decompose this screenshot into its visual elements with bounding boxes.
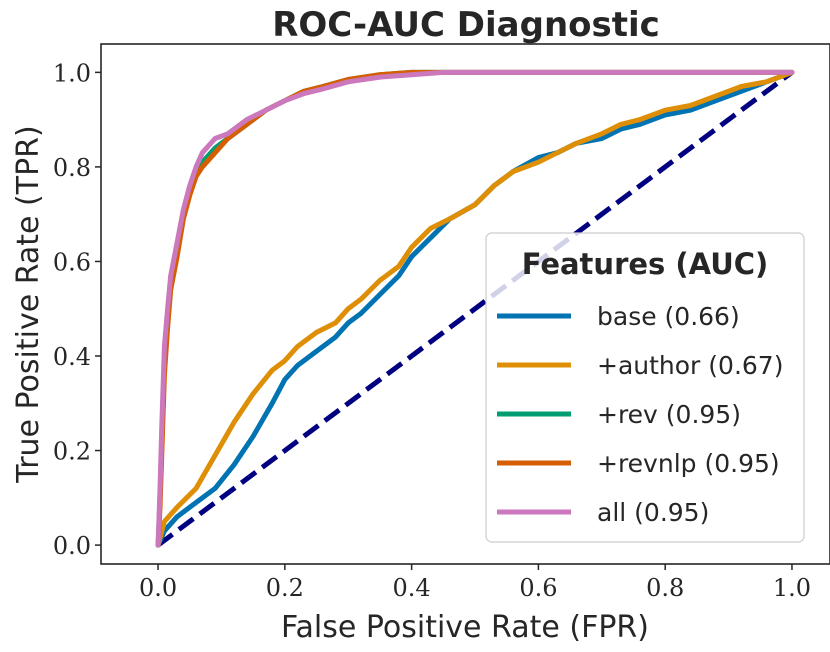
roc-curve-5 [155,69,795,548]
chance-diagonal-line [156,70,794,548]
y-tick-label: 0.2 [53,438,91,466]
y-tick-label: 0.6 [53,248,91,276]
y-tick-label: 0.8 [53,154,91,182]
x-tick-label: 0.8 [646,574,684,602]
legend-label-3: +rev (0.95) [597,400,741,429]
chart-title: ROC-AUC Diagnostic [272,5,660,45]
x-tick-label: 0.2 [266,574,304,602]
roc-curve-2 [155,69,795,548]
legend: Features (AUC) base (0.66) +author (0.67)… [485,232,805,543]
y-tick-label: 0.4 [53,343,91,371]
y-tick-label: 0.0 [53,532,91,560]
legend-label-1: base (0.66) [597,302,740,331]
x-tick-label: 0.0 [139,574,177,602]
y-tick-label: 1.0 [53,59,91,87]
roc-curve-1 [155,69,795,548]
x-tick-label: 0.4 [393,574,431,602]
x-tick-label: 0.6 [519,574,557,602]
legend-label-2: +author (0.67) [597,351,783,380]
legend-label-4: +revnlp (0.95) [597,449,780,478]
legend-title: Features (AUC) [522,247,769,281]
x-tick-label: 1.0 [773,574,811,602]
legend-label-5: all (0.95) [597,498,709,527]
plot-frame [100,43,830,565]
y-axis-label: True Positive Rate (TPR) [11,125,46,483]
x-axis-label: False Positive Rate (FPR) [281,610,649,645]
